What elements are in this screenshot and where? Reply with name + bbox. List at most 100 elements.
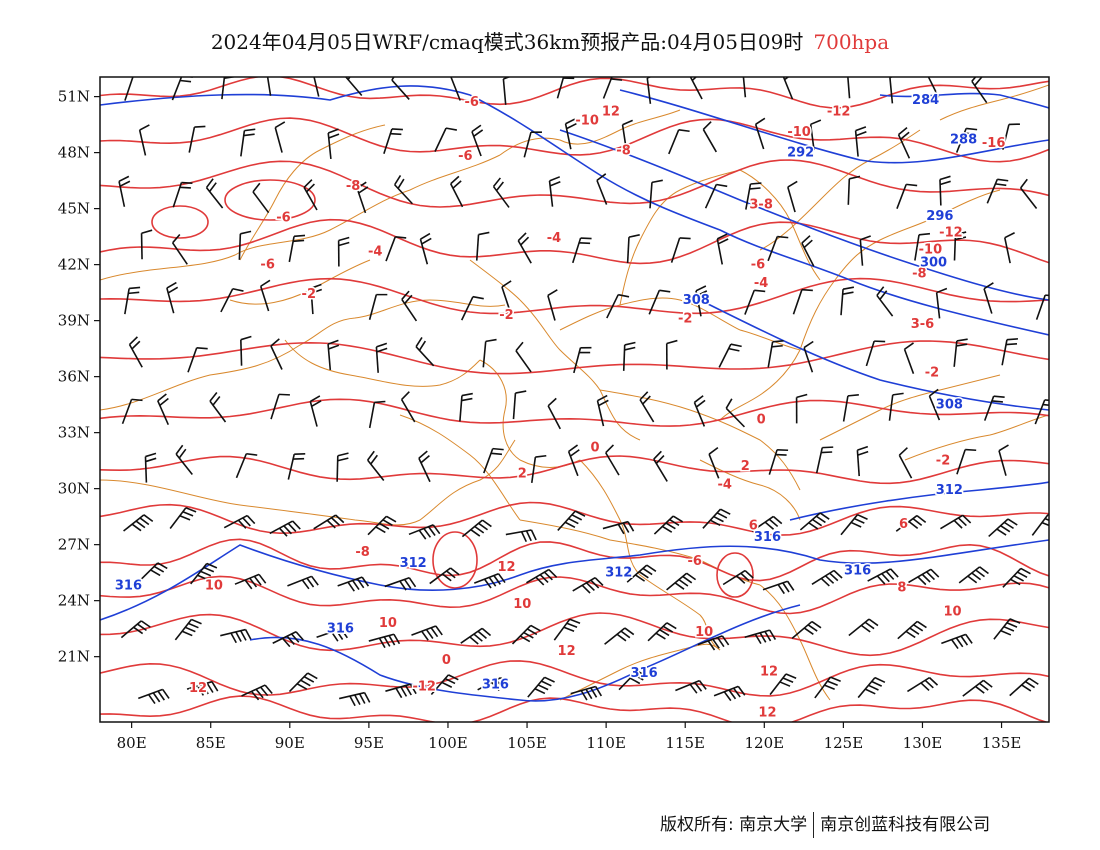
wind-barb <box>859 235 871 266</box>
wind-barb <box>368 293 388 320</box>
lon-tick-label: 105E <box>507 734 547 752</box>
wind-barb <box>998 444 1009 476</box>
isotherm-value-label: 6 <box>749 519 758 534</box>
wind-barb <box>461 519 492 538</box>
wind-barb <box>897 127 911 159</box>
isotherm-value-label: 12 <box>602 104 620 119</box>
wind-barb <box>814 676 841 699</box>
footer-divider <box>813 812 815 838</box>
wind-barb <box>385 683 417 699</box>
wind-barb <box>697 635 730 651</box>
wind-barb <box>547 289 558 321</box>
isotherm-value-label: 8 <box>897 580 906 595</box>
height-contour-line <box>619 89 1049 164</box>
wind-barb <box>639 391 655 423</box>
wind-barb <box>240 128 256 157</box>
isotherm-value-label: -4 <box>368 244 382 259</box>
isotherm-value-label: -6 <box>464 95 478 110</box>
isotherm-value-label: -4 <box>718 478 732 493</box>
wind-barb <box>787 180 798 213</box>
wind-barb <box>604 627 635 645</box>
wind-barb <box>940 514 972 530</box>
wind-barb <box>175 444 193 475</box>
wind-barb <box>745 182 762 210</box>
wind-barb <box>123 514 154 532</box>
wind-barb <box>235 452 258 479</box>
wind-barb <box>140 229 153 260</box>
wind-barb <box>618 670 648 691</box>
isotherm-value-label: -2 <box>499 308 513 323</box>
wind-barb <box>190 562 218 585</box>
wind-barb <box>622 341 636 371</box>
wind-barb <box>1002 567 1031 588</box>
isotherm-loop <box>432 531 478 589</box>
height-value-label: 312 <box>605 565 632 580</box>
isotherm-loop <box>716 552 754 598</box>
wind-barb <box>515 341 532 373</box>
wind-barb <box>716 233 729 265</box>
height-value-label: 316 <box>631 666 658 681</box>
isotherm-line <box>100 575 1049 615</box>
wind-barb <box>209 392 227 423</box>
wind-barb <box>670 237 691 263</box>
wind-barb <box>120 620 151 639</box>
wind-barb <box>475 231 490 261</box>
wind-barb <box>400 391 416 423</box>
wind-barb <box>958 566 989 584</box>
lat-tick-label: 42N <box>58 256 90 274</box>
wind-barb <box>266 77 272 96</box>
wind-barb <box>1002 123 1020 150</box>
wind-barb <box>702 121 717 153</box>
wind-barb <box>867 568 899 585</box>
wind-barb <box>429 567 460 585</box>
isotherm-value-label: 2 <box>741 459 750 474</box>
wind-barb <box>903 342 915 374</box>
height-value-label: 316 <box>844 564 871 579</box>
wind-barb <box>792 288 813 315</box>
height-value-label: 284 <box>912 93 939 108</box>
wind-barb <box>188 125 206 153</box>
wind-barb <box>840 286 855 316</box>
isotherm-value-label: -6 <box>260 257 274 272</box>
wind-barb <box>708 446 720 479</box>
height-contour-line <box>699 299 1049 411</box>
wind-barb <box>259 279 271 312</box>
wind-barb <box>1034 399 1049 425</box>
wind-barb <box>564 118 577 150</box>
height-value-label: 292 <box>787 145 814 160</box>
lat-tick-label: 24N <box>58 592 90 610</box>
wind-barb <box>482 338 497 368</box>
height-value-label: 316 <box>327 621 354 636</box>
height-contour-line <box>249 604 801 702</box>
wind-barb <box>1009 677 1039 697</box>
wind-barb <box>512 390 527 420</box>
isotherm-line <box>100 159 1049 208</box>
wind-barb <box>693 395 706 427</box>
isotherm-value-label: -6 <box>687 554 701 569</box>
wind-barb <box>876 286 894 317</box>
lat-tick-label: 39N <box>58 312 90 330</box>
lon-tick-label: 110E <box>586 734 626 752</box>
isotherm-line <box>100 277 1049 315</box>
wind-barb <box>648 289 671 315</box>
wind-barb <box>174 618 202 641</box>
wind-barb <box>460 627 492 645</box>
wind-barb <box>288 672 318 693</box>
height-value-label: 312 <box>936 483 963 498</box>
wind-barb <box>1003 232 1015 264</box>
isotherm-line <box>100 695 1049 722</box>
wind-barb <box>336 452 349 482</box>
wind-barb <box>511 624 541 645</box>
wind-barb <box>1035 294 1049 320</box>
height-value-label: 316 <box>754 530 781 545</box>
wind-barb <box>238 230 252 260</box>
wind-barb <box>118 175 131 207</box>
wind-barb <box>138 124 150 156</box>
wind-barb <box>809 119 822 151</box>
wind-barb <box>914 232 931 261</box>
wind-barb <box>240 335 252 366</box>
height-value-label: 308 <box>683 293 710 308</box>
wind-barb <box>665 339 678 370</box>
isotherm-value-label: -8 <box>912 267 926 282</box>
wind-barb <box>313 514 345 530</box>
